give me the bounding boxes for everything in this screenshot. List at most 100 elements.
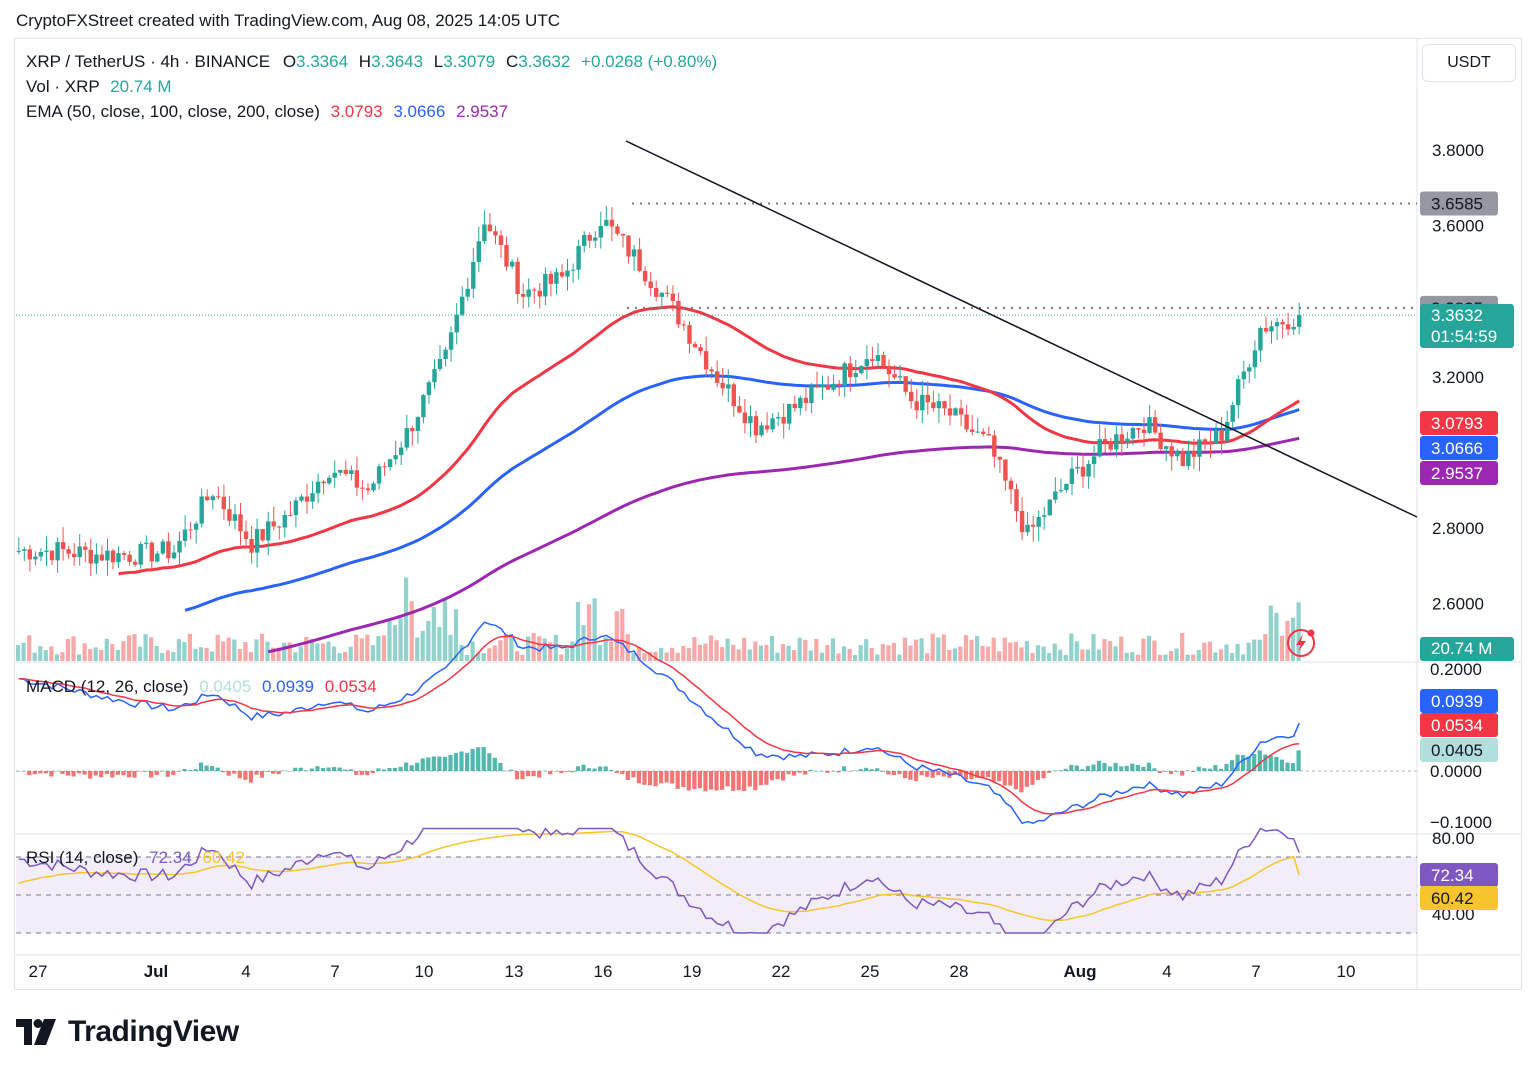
- macd-histogram-bar: [398, 766, 403, 771]
- macd-histogram-bar: [498, 763, 503, 771]
- macd-histogram-bar: [110, 771, 115, 778]
- macd-tick-label: 0.0000: [1430, 762, 1482, 781]
- candle-body: [803, 397, 809, 404]
- macd-histogram-bar: [819, 771, 824, 772]
- time-tick-label: Aug: [1063, 962, 1096, 981]
- candle-body: [970, 429, 975, 432]
- volume-bar: [559, 654, 564, 661]
- macd-histogram-bar: [343, 769, 348, 771]
- macd-histogram-bar: [725, 771, 730, 787]
- volume-bar: [520, 654, 525, 661]
- candle-body: [482, 224, 487, 242]
- candle-body: [1164, 446, 1169, 449]
- ema50-badge: [1420, 411, 1498, 435]
- volume-bar: [370, 645, 375, 661]
- candle-body: [1213, 429, 1219, 444]
- macd-histogram-bar: [404, 762, 409, 771]
- macd-histogram-bar: [381, 769, 386, 771]
- volume-bar: [692, 637, 697, 661]
- candle-body: [254, 529, 260, 553]
- volume-bar: [963, 635, 969, 661]
- candle-body: [238, 514, 243, 532]
- candle-body: [726, 384, 731, 389]
- volume-badge-label: 20.74 M: [1431, 639, 1492, 658]
- volume-bar: [814, 639, 819, 661]
- volume-legend[interactable]: Vol · XRP 20.74 M: [26, 77, 172, 96]
- macd-histogram-bar: [880, 771, 885, 772]
- candle-body: [836, 383, 842, 386]
- candle-body: [27, 549, 32, 560]
- signal-line: [18, 635, 1300, 815]
- macd-histogram-bar: [132, 771, 137, 778]
- candle-body: [133, 561, 138, 565]
- macd-histogram-bar: [1024, 771, 1029, 787]
- volume-bar: [43, 650, 48, 661]
- candle-body: [16, 550, 21, 552]
- ema200-line: [267, 436, 1300, 654]
- resistance-high-badge-label: 3.6585: [1431, 194, 1483, 213]
- volume-bar: [65, 639, 71, 661]
- candle-body: [615, 226, 620, 234]
- macd-histogram-bar: [259, 771, 265, 778]
- candle-body: [399, 447, 404, 456]
- volume-bar: [570, 641, 575, 661]
- macd-histogram-bar: [187, 770, 192, 771]
- ema50-line: [118, 305, 1301, 576]
- volume-bar: [1008, 642, 1013, 661]
- candle-body: [49, 550, 55, 561]
- macd-histogram-bar: [664, 771, 669, 783]
- macd-histogram-bar: [570, 771, 575, 773]
- macd-histogram-bar: [221, 771, 226, 773]
- rsi-legend[interactable]: RSI (14, close) 72.34 60.42: [26, 848, 245, 867]
- ema-legend[interactable]: EMA (50, close, 100, close, 200, close) …: [26, 102, 509, 121]
- candle-body: [266, 521, 271, 541]
- macd-histogram-bar: [1013, 771, 1018, 790]
- volume-bar: [564, 648, 569, 661]
- macd-histogram-bar: [481, 747, 486, 771]
- macd-histogram-bar: [1263, 754, 1268, 771]
- lightning-icon: [1287, 629, 1315, 657]
- candle-body: [293, 500, 299, 516]
- tradingview-logo[interactable]: TradingView: [16, 1015, 239, 1049]
- candle-body: [354, 470, 360, 488]
- candle-body: [83, 546, 88, 550]
- macd-histogram-bar: [598, 766, 603, 771]
- volume-bar: [1229, 653, 1235, 661]
- lightning-icon-dot: [1307, 629, 1315, 637]
- macd-histogram-bar: [986, 771, 991, 777]
- volume-bar: [864, 639, 869, 661]
- candle-body: [471, 262, 476, 289]
- macd-histogram-bar: [476, 747, 481, 771]
- candle-body: [515, 261, 520, 294]
- macd-histogram-bar: [487, 753, 492, 771]
- candle-body: [1080, 466, 1086, 477]
- volume-bar: [343, 651, 348, 661]
- macd-histogram-bar: [204, 765, 209, 771]
- volume-bar: [1135, 654, 1140, 661]
- volume-bar: [221, 641, 226, 661]
- macd-histogram-bar: [365, 771, 370, 776]
- volume-bar: [1213, 652, 1218, 661]
- macd-legend[interactable]: MACD (12, 26, close) 0.0405 0.0939 0.053…: [26, 677, 377, 696]
- macd-histogram-bar: [897, 771, 902, 775]
- macd-histogram-bar: [1119, 766, 1124, 771]
- candle-body: [22, 549, 27, 551]
- volume-bar: [836, 653, 841, 661]
- volume-bar: [720, 647, 725, 661]
- candle-body: [393, 455, 398, 460]
- candle-body: [681, 324, 687, 326]
- macd-histogram-bar: [919, 771, 924, 776]
- symbol-title[interactable]: XRP / TetherUS · 4h · BINANCE: [26, 52, 271, 71]
- macd-histogram-bar: [941, 771, 946, 777]
- volume-bar: [49, 646, 54, 661]
- candle-body: [825, 385, 831, 390]
- macd-histogram-bar: [93, 771, 98, 776]
- macd-histogram-bar: [697, 771, 702, 789]
- volume-bar: [354, 634, 359, 661]
- candle-body: [526, 289, 531, 297]
- candle-body: [1152, 417, 1158, 433]
- volume-bar: [808, 650, 813, 661]
- macd-histogram-bar: [409, 765, 414, 771]
- currency-selector[interactable]: USDT: [1422, 44, 1516, 82]
